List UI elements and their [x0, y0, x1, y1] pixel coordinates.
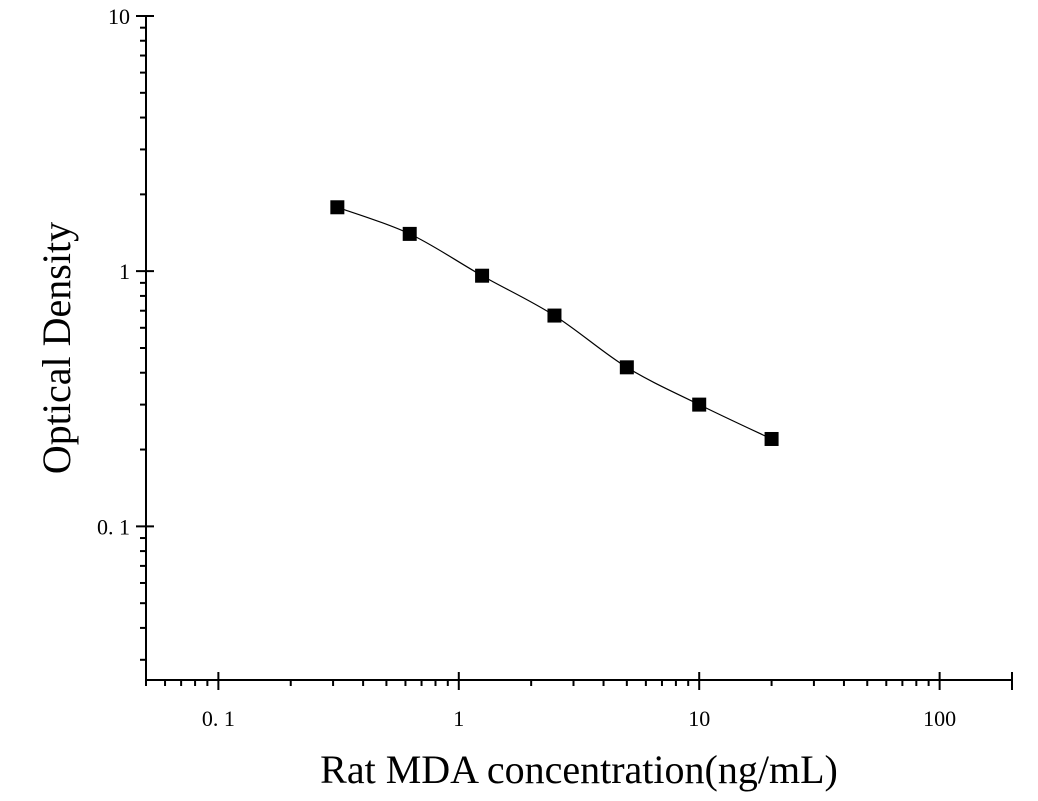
- data-point: [547, 308, 562, 323]
- x-tick-label: 10: [688, 706, 710, 731]
- x-tick-label: 0. 1: [202, 706, 235, 731]
- data-point: [764, 431, 779, 446]
- data-point: [330, 200, 345, 215]
- y-tick-label: 0. 1: [97, 514, 130, 539]
- x-axis-title: Rat MDA concentration(ng/mL): [320, 747, 838, 792]
- data-point: [475, 268, 490, 283]
- data-points: [330, 200, 779, 446]
- y-axis-title: Optical Density: [34, 222, 79, 474]
- x-tick-label: 1: [453, 706, 464, 731]
- axes: 0. 1 1 10 100 0. 1 1 10: [97, 4, 1013, 731]
- y-tick-label: 1: [119, 259, 130, 284]
- fit-curve: [337, 206, 772, 440]
- data-point: [692, 397, 707, 412]
- x-tick-label: 100: [923, 706, 956, 731]
- fit-curve-layer: [337, 206, 772, 440]
- y-tick-label: 10: [108, 4, 130, 29]
- data-point: [619, 360, 634, 375]
- data-point: [402, 226, 417, 241]
